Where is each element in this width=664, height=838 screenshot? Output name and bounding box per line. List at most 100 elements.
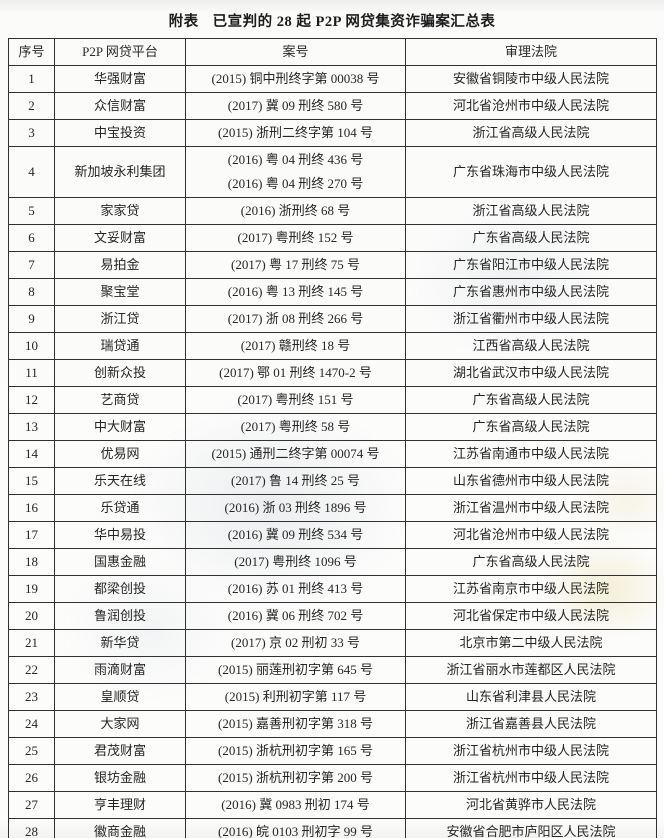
cell-case-number: (2016) 粤 04 刑终 436 号 (2016) 粤 04 刑终 270 号 bbox=[185, 146, 406, 198]
case-number-line: (2017) 粤 17 刑终 75 号 bbox=[231, 257, 360, 272]
table-row: 10 瑞贷通 (2017) 赣刑终 18 号 江西省高级人民法院 bbox=[8, 332, 657, 360]
cell-court-name: 江西省高级人民法院 bbox=[405, 332, 657, 360]
cell-platform-name: 家家贷 bbox=[54, 197, 186, 225]
case-number-line: (2017) 赣刑终 18 号 bbox=[240, 338, 351, 353]
column-header-case-no: 案号 bbox=[185, 38, 406, 66]
table-row: 7 易拍金 (2017) 粤 17 刑终 75 号 广东省阳江市中级人民法院 bbox=[8, 251, 657, 279]
case-table-body: 1 华强财富 (2015) 铜中刑终字第 00038 号安徽省铜陵市中级人民法院 2 众… bbox=[8, 65, 657, 838]
cell-row-number: 22 bbox=[8, 656, 55, 684]
case-number-line: (2015) 利刑初字第 117 号 bbox=[224, 689, 367, 704]
cell-case-number: (2017) 粤刑终 152 号 bbox=[185, 224, 406, 252]
cell-platform-name: 乐天在线 bbox=[54, 467, 186, 495]
cell-row-number: 12 bbox=[8, 386, 55, 414]
cell-case-number: (2017) 冀 09 刑终 580 号 bbox=[185, 92, 406, 120]
cell-court-name: 河北省黄骅市人民法院 bbox=[405, 791, 657, 819]
cell-court-name: 广东省高级人民法院 bbox=[405, 413, 657, 441]
cell-platform-name: 艺商贷 bbox=[54, 386, 186, 414]
cell-row-number: 13 bbox=[8, 413, 55, 441]
table-header-row: 序号 P2P 网贷平台 案号 审理法院 bbox=[8, 38, 657, 66]
case-number-line: (2015) 铜中刑终字第 00038 号 bbox=[211, 71, 380, 86]
cell-case-number: (2017) 粤刑终 58 号 bbox=[185, 413, 406, 441]
cell-case-number: (2017) 鄂 01 刑终 1470-2 号 bbox=[185, 359, 406, 387]
cell-platform-name: 雨滴财富 bbox=[54, 656, 186, 684]
table-row: 4 新加坡永利集团 (2016) 粤 04 刑终 436 号 (2016) 粤 04 … bbox=[8, 146, 657, 198]
cell-case-number: (2015) 通刑二终字第 00074 号 bbox=[185, 440, 406, 468]
cell-row-number: 10 bbox=[8, 332, 55, 360]
case-number-line: (2016) 粤 04 刑终 436 号 bbox=[227, 152, 364, 167]
table-row: 18 国惠金融 (2017) 粤刑终 1096 号 广东省高级人民法院 bbox=[8, 548, 657, 576]
cell-court-name: 浙江省丽水市莲都区人民法院 bbox=[405, 656, 657, 684]
cell-court-name: 广东省惠州市中级人民法院 bbox=[405, 278, 657, 306]
cell-case-number: (2016) 粤 13 刑终 145 号 bbox=[185, 278, 406, 306]
cell-case-number: (2015) 嘉善刑初字第 318 号 bbox=[185, 710, 406, 738]
cell-court-name: 浙江省衢州市中级人民法院 bbox=[405, 305, 657, 333]
cell-row-number: 11 bbox=[8, 359, 55, 387]
column-header-number: 序号 bbox=[8, 38, 55, 66]
case-number-line: (2016) 粤 04 刑终 270 号 bbox=[227, 176, 364, 191]
cell-row-number: 23 bbox=[8, 683, 55, 711]
cell-row-number: 9 bbox=[8, 305, 55, 333]
cell-platform-name: 中宝投资 bbox=[54, 119, 186, 147]
page-title-main: 已宣判的 28 起 P2P 网贷集资诈骗案汇总表 bbox=[212, 14, 496, 30]
cell-row-number: 1 bbox=[8, 65, 55, 93]
cell-court-name: 江苏省南京市中级人民法院 bbox=[405, 575, 657, 603]
cell-case-number: (2016) 苏 01 刑终 413 号 bbox=[185, 575, 406, 603]
case-number-line: (2015) 浙杭刑初字第 200 号 bbox=[218, 770, 373, 785]
cell-court-name: 江苏省南通市中级人民法院 bbox=[405, 440, 657, 468]
case-number-line: (2016) 浙刑终 68 号 bbox=[240, 203, 351, 218]
table-row: 2 众信财富 (2017) 冀 09 刑终 580 号 河北省沧州市中级人民法院 bbox=[8, 92, 657, 120]
table-row: 19 都梁创投 (2016) 苏 01 刑终 413 号 江苏省南京市中级人民法院 bbox=[8, 575, 657, 603]
case-number-line: (2017) 鲁 14 刑终 25 号 bbox=[231, 473, 360, 488]
cell-platform-name: 都梁创投 bbox=[54, 575, 186, 603]
case-number-line: (2017) 京 02 刑初 33 号 bbox=[231, 635, 360, 650]
cell-row-number: 3 bbox=[8, 119, 55, 147]
cell-court-name: 浙江省杭州市中级人民法院 bbox=[405, 764, 657, 792]
cell-case-number: (2016) 冀 0983 刑初 174 号 bbox=[185, 791, 406, 819]
cell-court-name: 广东省高级人民法院 bbox=[405, 386, 657, 414]
cell-platform-name: 中大财富 bbox=[54, 413, 186, 441]
cell-platform-name: 君茂财富 bbox=[54, 737, 186, 765]
table-row: 27 亨丰理财 (2016) 冀 0983 刑初 174 号 河北省黄骅市人民法院 bbox=[8, 791, 657, 819]
table-row: 24 大家网 (2015) 嘉善刑初字第 318 号 浙江省嘉善县人民法院 bbox=[8, 710, 657, 738]
cell-court-name: 浙江省高级人民法院 bbox=[405, 119, 657, 147]
cell-case-number: (2015) 浙杭刑初字第 165 号 bbox=[185, 737, 406, 765]
cell-platform-name: 文妥财富 bbox=[54, 224, 186, 252]
cell-row-number: 7 bbox=[8, 251, 55, 279]
cell-platform-name: 众信财富 bbox=[54, 92, 186, 120]
cell-platform-name: 皇顺贷 bbox=[54, 683, 186, 711]
table-row: 3 中宝投资 (2015) 浙刑二终字第 104 号 浙江省高级人民法院 bbox=[8, 119, 657, 147]
cell-platform-name: 华中易投 bbox=[54, 521, 186, 549]
cell-court-name: 安徽省铜陵市中级人民法院 bbox=[405, 65, 657, 93]
cell-row-number: 5 bbox=[8, 197, 55, 225]
case-number-line: (2017) 粤刑终 152 号 bbox=[237, 230, 354, 245]
cell-row-number: 8 bbox=[8, 278, 55, 306]
cell-platform-name: 国惠金融 bbox=[54, 548, 186, 576]
case-number-line: (2016) 粤 13 刑终 145 号 bbox=[227, 284, 364, 299]
table-row: 12 艺商贷 (2017) 粤刑终 151 号 广东省高级人民法院 bbox=[8, 386, 657, 414]
table-row: 25 君茂财富 (2015) 浙杭刑初字第 165 号 浙江省杭州市中级人民法院 bbox=[8, 737, 657, 765]
cell-court-name: 河北省沧州市中级人民法院 bbox=[405, 92, 657, 120]
cell-case-number: (2015) 铜中刑终字第 00038 号 bbox=[185, 65, 406, 93]
case-number-line: (2015) 通刑二终字第 00074 号 bbox=[211, 446, 380, 461]
table-row: 20 鲁润创投 (2016) 冀 06 刑终 702 号 河北省保定市中级人民法院 bbox=[8, 602, 657, 630]
cell-row-number: 15 bbox=[8, 467, 55, 495]
cell-row-number: 21 bbox=[8, 629, 55, 657]
table-row: 6 文妥财富 (2017) 粤刑终 152 号 广东省高级人民法院 bbox=[8, 224, 657, 252]
cell-court-name: 北京市第二中级人民法院 bbox=[405, 629, 657, 657]
cell-court-name: 广东省阳江市中级人民法院 bbox=[405, 251, 657, 279]
table-row: 8 聚宝堂 (2016) 粤 13 刑终 145 号 广东省惠州市中级人民法院 bbox=[8, 278, 657, 306]
cell-court-name: 河北省保定市中级人民法院 bbox=[405, 602, 657, 630]
cell-row-number: 18 bbox=[8, 548, 55, 576]
cell-case-number: (2017) 京 02 刑初 33 号 bbox=[185, 629, 406, 657]
case-number-line: (2015) 浙刑二终字第 104 号 bbox=[218, 125, 373, 140]
cell-case-number: (2017) 粤刑终 151 号 bbox=[185, 386, 406, 414]
case-number-line: (2016) 冀 06 刑终 702 号 bbox=[227, 608, 364, 623]
cell-case-number: (2016) 冀 09 刑终 534 号 bbox=[185, 521, 406, 549]
cell-court-name: 山东省利津县人民法院 bbox=[405, 683, 657, 711]
cell-platform-name: 新加坡永利集团 bbox=[54, 146, 186, 198]
cell-row-number: 26 bbox=[8, 764, 55, 792]
table-row: 28 徽商金融 (2016) 皖 0103 刑初字 99 号 安徽省合肥市庐阳区人民法… bbox=[8, 818, 657, 838]
case-number-line: (2017) 浙 08 刑终 266 号 bbox=[227, 311, 364, 326]
case-summary-table: 序号 P2P 网贷平台 案号 审理法院 1 华强财富 (2015) 铜中刑终字第 0… bbox=[8, 38, 657, 838]
